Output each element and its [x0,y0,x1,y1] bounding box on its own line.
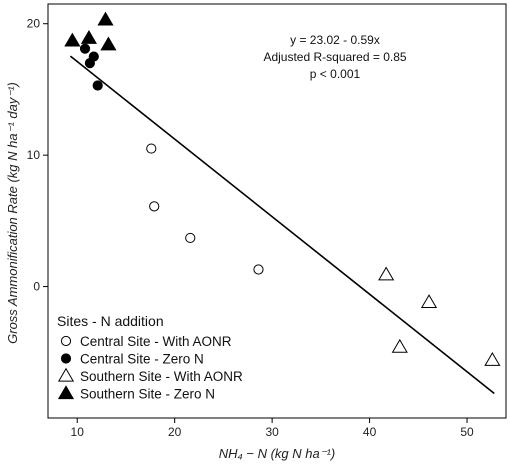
legend: Sites - N addition Central Site - With A… [57,313,243,402]
y-tick-label: 20 [27,17,41,31]
data-point [80,29,97,44]
legend-marker [60,353,72,364]
legend-marker [57,385,75,400]
data-point [391,338,408,353]
x-tick-label: 20 [168,425,182,439]
data-point [420,294,438,309]
axis-ticks: 10 20 30 40 50 0 10 20 [27,17,474,439]
data-point [149,201,160,212]
data-point [92,80,103,91]
data-point [88,51,99,62]
data-point [79,43,91,54]
y-axis-title: Gross Ammonification Rate (kg N ha⁻¹ day… [5,82,20,344]
legend-label: Central Site - With AONR [80,334,232,349]
legend-label: Southern Site - With AONR [80,369,243,384]
legend-title: Sites - N addition [57,313,164,329]
annotation-equation: y = 23.02 - 0.59x [290,33,380,47]
data-point [484,351,501,366]
x-tick-label: 40 [363,425,377,439]
data-point [253,264,264,275]
x-axis-title: NH₄ − N (kg N ha⁻¹) [219,446,335,461]
legend-marker [57,367,75,382]
x-tick-label: 30 [265,425,279,439]
legend-marker [60,335,72,347]
annotation-p-value: p < 0.001 [310,67,361,81]
x-tick-label: 10 [71,425,85,439]
data-point [100,36,117,51]
data-point [64,32,81,47]
regression-line [69,55,495,395]
data-point [185,232,196,244]
data-points [64,11,501,366]
data-point [97,11,114,26]
plot-frame [47,3,507,419]
y-tick-label: 0 [33,280,40,294]
legend-label: Central Site - Zero N [80,352,204,367]
annotation-r-squared: Adjusted R-squared = 0.85 [263,50,406,64]
data-point [146,143,157,154]
legend-label: Southern Site - Zero N [80,387,215,402]
y-tick-label: 10 [27,148,41,162]
x-tick-label: 50 [460,425,474,439]
data-point [378,266,395,281]
